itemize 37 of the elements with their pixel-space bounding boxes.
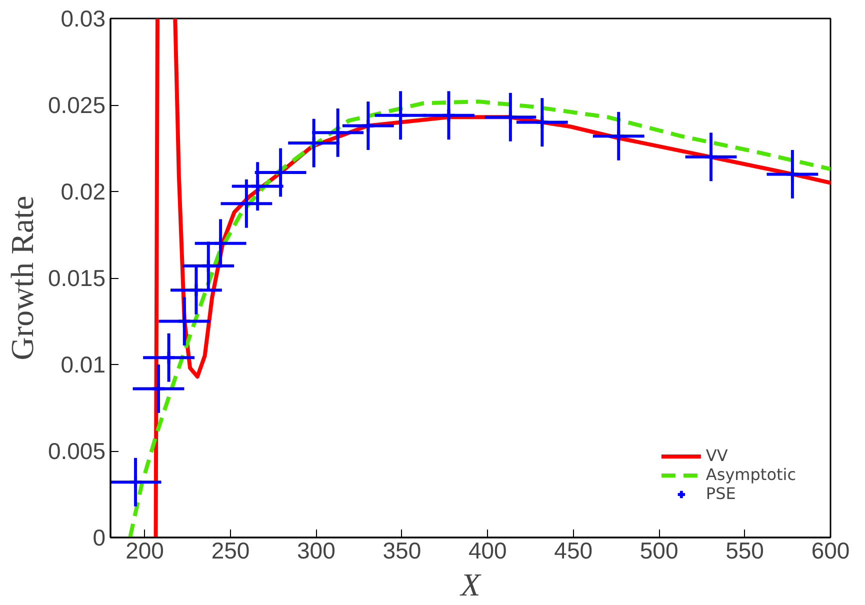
x-tick-label: 500 (640, 538, 678, 564)
point (188, 282, 204, 298)
x-tick-label: 200 (126, 538, 164, 564)
point (176, 314, 192, 329)
x-tick-label: 350 (382, 538, 422, 564)
y-tick-label: 0.025 (48, 92, 106, 118)
legend-label: Asymptotic (706, 465, 796, 484)
y-tick-label: 0.03 (60, 6, 106, 32)
point (238, 196, 254, 212)
point (213, 236, 228, 251)
x-tick-label: 400 (468, 538, 507, 564)
point (502, 110, 518, 125)
x-tick-label: 300 (297, 538, 336, 564)
point (784, 166, 800, 182)
legend-label: PSE (706, 484, 736, 503)
point (161, 350, 176, 366)
x-tick-label: 600 (811, 538, 850, 564)
line-series (128, 100, 830, 538)
point (250, 178, 266, 194)
point (393, 108, 408, 123)
point (441, 108, 456, 123)
point (611, 128, 626, 144)
x-tick-label: 450 (554, 538, 593, 564)
y-tick-label: 0.02 (60, 178, 106, 204)
point (200, 258, 216, 274)
point (704, 149, 719, 164)
y-tick-label: 0.015 (48, 265, 106, 291)
point (128, 474, 144, 490)
point (534, 114, 550, 130)
y-axis-title: Growth Rate (4, 196, 40, 360)
y-tick-label: 0 (92, 524, 106, 550)
x-tick-label: 250 (211, 538, 250, 564)
y-tick-label: 0.01 (60, 352, 106, 378)
x-tick-label: 550 (726, 538, 764, 564)
x-axis-title: X (458, 566, 482, 602)
legend-label: VV (706, 446, 728, 465)
y-tick-label: 0.005 (48, 438, 106, 464)
